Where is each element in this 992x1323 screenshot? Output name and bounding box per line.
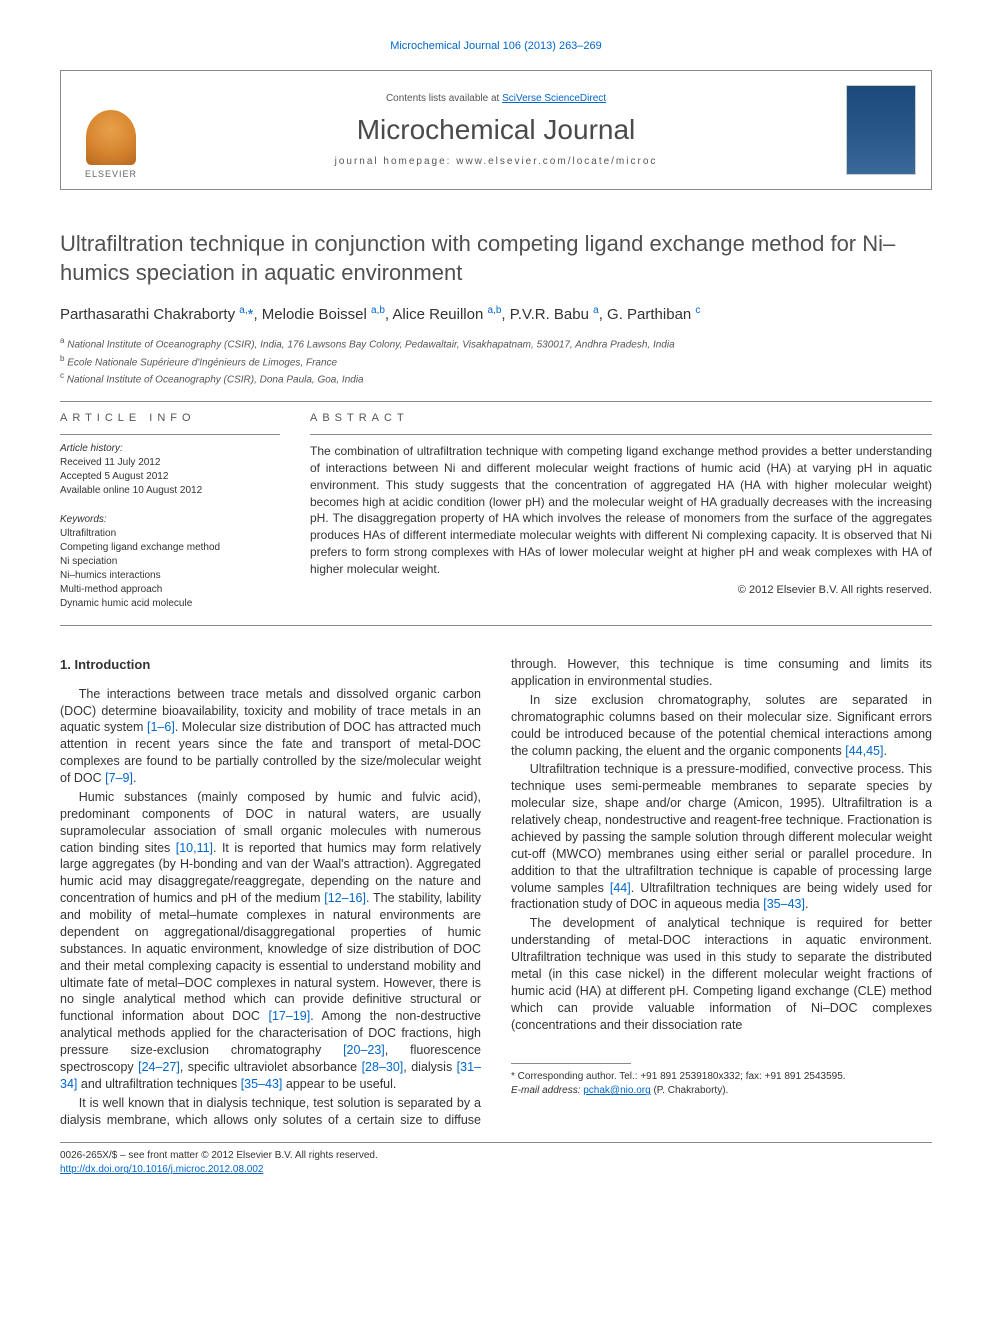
keywords-heading: Keywords: [60,514,280,525]
journal-title: Microchemical Journal [357,114,636,146]
keyword-line: Ni–humics interactions [60,569,280,583]
contents-available: Contents lists available at SciVerse Sci… [386,93,606,104]
keyword-line: Ni speciation [60,555,280,569]
keyword-line: Dynamic humic acid molecule [60,597,280,611]
abstract-text: The combination of ultrafiltration techn… [310,443,932,577]
history-line: Available online 10 August 2012 [60,484,280,498]
abstract-copyright: © 2012 Elsevier B.V. All rights reserved… [310,584,932,596]
elsevier-tree-icon [86,110,136,165]
publisher-logo-cell: ELSEVIER [61,71,161,189]
page-footer: 0026-265X/$ – see front matter © 2012 El… [60,1149,932,1177]
cover-cell [831,71,931,189]
sciencedirect-link[interactable]: SciVerse ScienceDirect [502,93,606,104]
journal-header: ELSEVIER Contents lists available at Sci… [60,70,932,190]
corresponding-author-footnote: * Corresponding author. Tel.: +91 891 25… [511,1070,932,1098]
paragraph: The interactions between trace metals an… [60,686,481,787]
paragraph: In size exclusion chromatography, solute… [511,692,932,760]
running-head[interactable]: Microchemical Journal 106 (2013) 263–269 [60,40,932,52]
corr-author-email[interactable]: pchak@nio.org [583,1085,650,1096]
front-matter-text: 0026-265X/$ – see front matter © 2012 El… [60,1150,378,1161]
article-info: ARTICLE INFO Article history: Received 1… [60,412,280,611]
affiliation-line: c National Institute of Oceanography (CS… [60,370,932,387]
paragraph: The development of analytical technique … [511,915,932,1033]
article-body: 1. Introduction The interactions between… [60,656,932,1128]
abstract-heading: ABSTRACT [310,412,932,424]
journal-cover-thumbnail[interactable] [846,85,916,175]
footer-divider [60,1142,932,1143]
author-list: Parthasarathi Chakraborty a,*, Melodie B… [60,305,932,323]
journal-homepage[interactable]: journal homepage: www.elsevier.com/locat… [335,156,658,167]
divider [310,434,932,435]
history-line: Accepted 5 August 2012 [60,470,280,484]
page-container: Microchemical Journal 106 (2013) 263–269… [0,0,992,1207]
elsevier-logo[interactable]: ELSEVIER [76,99,146,179]
contents-prefix: Contents lists available at [386,93,502,104]
paragraph: Humic substances (mainly composed by hum… [60,789,481,1093]
header-center: Contents lists available at SciVerse Sci… [161,71,831,189]
affiliation-line: a National Institute of Oceanography (CS… [60,335,932,352]
email-label: E-mail address: [511,1085,580,1096]
divider [60,434,280,435]
article-title: Ultrafiltration technique in conjunction… [60,230,932,287]
affiliations: a National Institute of Oceanography (CS… [60,335,932,387]
divider [60,401,932,402]
affiliation-line: b Ecole Nationale Supérieure d'Ingénieur… [60,353,932,370]
section-heading-intro: 1. Introduction [60,656,481,674]
doi-link[interactable]: http://dx.doi.org/10.1016/j.microc.2012.… [60,1164,263,1175]
article-info-heading: ARTICLE INFO [60,412,280,424]
corr-author-text: Corresponding author. Tel.: +91 891 2539… [518,1071,846,1082]
publisher-name: ELSEVIER [85,169,137,179]
keyword-line: Ultrafiltration [60,527,280,541]
history-line: Received 11 July 2012 [60,456,280,470]
abstract: ABSTRACT The combination of ultrafiltrat… [310,412,932,611]
article-history-heading: Article history: [60,443,280,454]
keyword-line: Competing ligand exchange method [60,541,280,555]
keyword-line: Multi-method approach [60,583,280,597]
info-abstract-row: ARTICLE INFO Article history: Received 1… [60,412,932,611]
paragraph: Ultrafiltration technique is a pressure-… [511,761,932,913]
footnote-divider [511,1063,631,1064]
divider [60,625,932,626]
asterisk-icon: * [511,1071,518,1082]
corr-author-name: (P. Chakraborty). [653,1085,728,1096]
